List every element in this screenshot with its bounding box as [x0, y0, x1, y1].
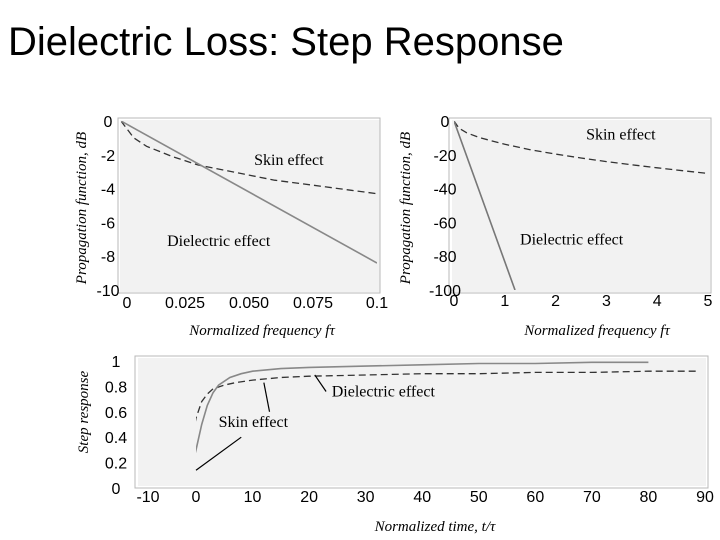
x-axis-label: Normalized time, t/τ	[374, 519, 496, 535]
y-tick-label: 1	[112, 354, 121, 371]
x-tick-label: 0	[123, 295, 132, 312]
skin-leader-line-1	[263, 382, 271, 412]
chart-c3: 1 0.8 0.6 0.4 0.2 0 -10 0 10 20 30 40 50 60 70 80 90 Norm…	[76, 354, 714, 535]
chart-frame	[448, 117, 712, 294]
x-tick-label: 10	[244, 489, 262, 506]
x-tick-label: 0.050	[229, 295, 269, 312]
x-tick-label: 2	[551, 293, 560, 310]
x-tick-label: 30	[357, 489, 375, 506]
chart-frame	[117, 117, 381, 294]
y-tick-label: -8	[101, 249, 115, 266]
chart-c1: 0-2-4-6-8-100 0.025 0.050 0.075 0.1Normalize…	[74, 114, 388, 339]
y-tick-label: -2	[101, 148, 115, 165]
y-tick-label: 0.8	[105, 379, 127, 396]
x-tick-label: 40	[413, 489, 431, 506]
y-tick-label: -60	[433, 215, 456, 232]
slide-title: Dielectric Loss: Step Response	[8, 20, 564, 64]
y-tick-label: 0	[104, 114, 113, 131]
x-tick-label: 0	[450, 293, 459, 310]
annotation-label: Dielectric effect	[167, 233, 271, 250]
annotation-label: Dielectric effect	[520, 231, 624, 248]
y-axis-label: Propagation function, dB	[398, 132, 414, 285]
x-tick-label: 60	[526, 489, 544, 506]
y-tick-label: 0.6	[105, 405, 127, 422]
skin-leader-line-2	[195, 436, 242, 471]
x-axis-label: Normalized frequency fτ	[188, 323, 335, 339]
y-tick-label: 0.4	[105, 430, 127, 447]
series-line-dielectric-effect	[196, 361, 649, 454]
x-tick-label: 3	[602, 293, 611, 310]
x-tick-label: 80	[640, 489, 658, 506]
annotation-label: Dielectric effect	[332, 384, 436, 401]
x-tick-label: 70	[583, 489, 601, 506]
chart-background	[120, 120, 380, 292]
y-tick-label: 0	[112, 481, 121, 498]
chart-frame	[134, 355, 709, 489]
y-tick-label: -10	[96, 283, 119, 300]
y-tick-label: -20	[433, 148, 456, 165]
x-tick-label: 0.1	[366, 295, 388, 312]
y-tick-label: -6	[101, 215, 115, 232]
x-tick-label: 4	[653, 293, 662, 310]
series-line-skin-effect	[121, 121, 377, 195]
x-tick-label: 20	[300, 489, 318, 506]
y-axis-label: Propagation function, dB	[74, 132, 90, 285]
series-line-skin-effect	[454, 121, 708, 175]
y-tick-label: -40	[433, 182, 456, 199]
x-tick-label: 90	[696, 489, 714, 506]
x-axis-label: Normalized frequency fτ	[523, 323, 670, 339]
y-tick-label: -4	[101, 182, 115, 199]
x-tick-label: 0	[192, 489, 201, 506]
chart-background	[452, 120, 710, 292]
dielectric-leader-line	[314, 374, 327, 392]
series-line-dielectric-effect	[454, 121, 516, 290]
series-line-skin-effect	[196, 370, 700, 422]
y-axis-label: Step response	[76, 370, 92, 453]
y-tick-label: 0	[441, 114, 450, 131]
y-tick-label: 0.2	[105, 456, 127, 473]
x-tick-label: -10	[136, 489, 159, 506]
annotation-label: Skin effect	[219, 414, 289, 431]
x-tick-label: 50	[470, 489, 488, 506]
annotation-label: Skin effect	[586, 127, 656, 144]
y-tick-label: -100	[429, 283, 461, 300]
annotation-label: Skin effect	[254, 152, 324, 169]
x-tick-label: 1	[500, 293, 509, 310]
x-tick-label: 5	[704, 293, 713, 310]
x-tick-label: 0.075	[293, 295, 333, 312]
x-tick-label: 0.025	[165, 295, 205, 312]
y-tick-label: -80	[433, 249, 456, 266]
series-line-dielectric-effect	[121, 121, 377, 264]
chart-background	[138, 358, 706, 486]
